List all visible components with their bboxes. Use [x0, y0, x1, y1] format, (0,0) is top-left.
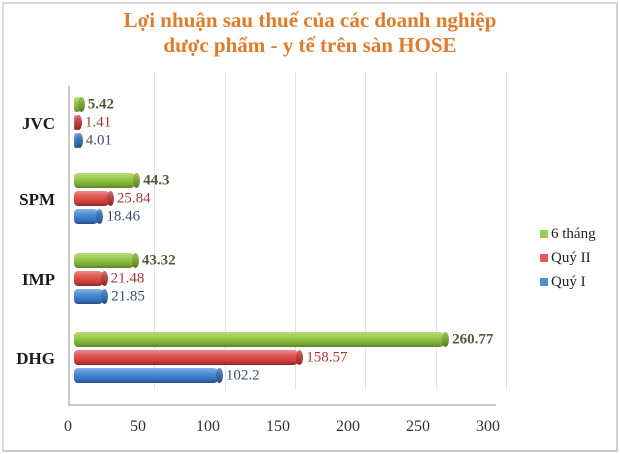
chart-title-line-1: Lợi nhuận sau thuế của các doanh nghiệp	[123, 8, 497, 32]
legend-swatch-icon	[540, 278, 548, 286]
gridline	[154, 72, 156, 390]
bar-jvc-blue	[74, 133, 80, 148]
x-tick-label: 0	[64, 418, 72, 435]
data-label: 1.41	[85, 114, 112, 131]
legend-label: Quý II	[551, 249, 591, 266]
category-label-imp: IMP	[21, 270, 55, 289]
gridline	[295, 72, 297, 390]
data-label: 4.01	[85, 132, 112, 149]
x-tick-label: 150	[266, 418, 290, 435]
bar-jvc-red	[74, 115, 79, 130]
data-label: 260.77	[452, 331, 494, 348]
data-label: 43.32	[141, 252, 176, 269]
bar-dhg-blue	[74, 368, 220, 383]
bar-spm-blue	[74, 209, 101, 224]
legend-swatch-icon	[540, 230, 548, 238]
gridline	[506, 72, 508, 390]
data-label: 5.42	[87, 96, 114, 113]
axis-floor	[68, 404, 496, 406]
bar-dhg-green	[74, 332, 447, 347]
chart-title: Lợi nhuận sau thuế của các doanh nghiệp …	[60, 8, 560, 58]
legend-item: 6 tháng	[540, 222, 596, 246]
category-label-spm: SPM	[19, 190, 55, 209]
category-label-jvc: JVC	[21, 114, 55, 133]
data-label: 102.2	[225, 367, 260, 384]
bar-imp-blue	[74, 289, 106, 304]
legend-swatch-icon	[540, 254, 548, 262]
bar-spm-red	[74, 191, 111, 206]
x-tick-label: 300	[476, 418, 500, 435]
data-label: 21.48	[110, 270, 145, 287]
data-label: 18.46	[106, 208, 141, 225]
x-tick-label: 200	[336, 418, 360, 435]
bar-spm-green	[74, 173, 138, 188]
chart-title-line-2: dược phẩm - y tế trên sàn HOSE	[163, 33, 457, 57]
axis-left-wall	[68, 86, 70, 404]
category-label-dhg: DHG	[16, 349, 55, 368]
gridline	[365, 72, 367, 390]
legend-item: Quý I	[540, 270, 596, 294]
bar-jvc-green	[74, 97, 82, 112]
bar-imp-green	[74, 253, 136, 268]
legend-item: Quý II	[540, 246, 596, 270]
data-label: 158.57	[306, 349, 348, 366]
gridline	[435, 72, 437, 390]
bar-dhg-red	[74, 350, 301, 365]
x-tick-label: 250	[406, 418, 430, 435]
legend-label: 6 tháng	[551, 225, 596, 242]
x-tick-label: 100	[196, 418, 220, 435]
data-label: 44.3	[143, 172, 170, 189]
gridline	[224, 72, 226, 390]
data-label: 21.85	[111, 288, 145, 305]
legend-label: Quý I	[551, 273, 586, 290]
x-tick-label: 50	[130, 418, 146, 435]
bar-imp-red	[74, 271, 105, 286]
chart-legend: 6 tháng Quý II Quý I	[540, 222, 596, 294]
data-label: 25.84	[116, 190, 151, 207]
